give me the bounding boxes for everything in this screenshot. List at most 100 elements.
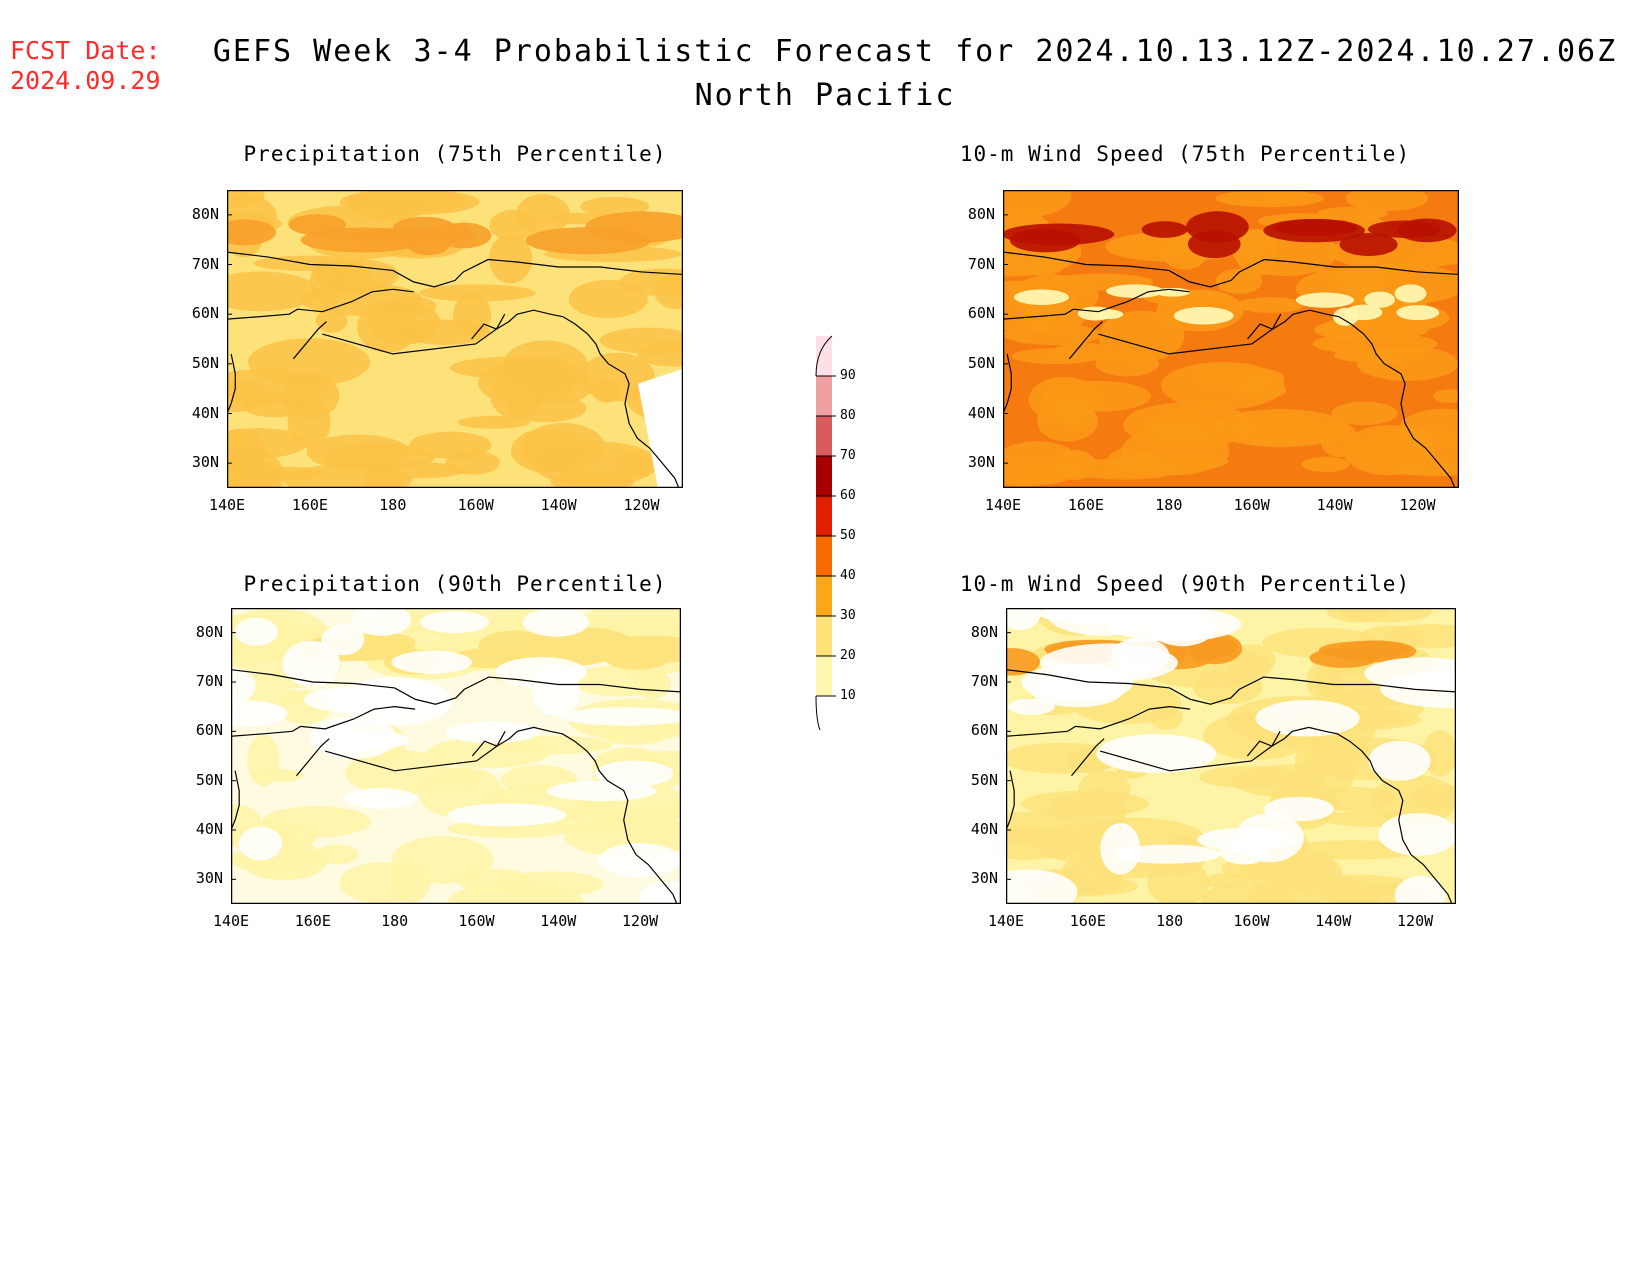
lon-tick-label: 180 bbox=[1155, 496, 1183, 514]
lat-tick-label: 50N bbox=[191, 353, 219, 372]
legend-label: 90 bbox=[840, 368, 856, 383]
lat-tick-label: 50N bbox=[970, 770, 998, 789]
contour-patch bbox=[446, 882, 585, 904]
contour-patch bbox=[1342, 259, 1386, 298]
lon-tick-label: 160E bbox=[1067, 496, 1104, 514]
contour-patch-low bbox=[594, 760, 674, 787]
contour-patch-low bbox=[1173, 306, 1234, 325]
lat-tick-label: 40N bbox=[195, 820, 223, 838]
lat-tick-label: 40N bbox=[970, 820, 998, 838]
contour-patch-high bbox=[1009, 228, 1081, 253]
contour-patch-low bbox=[1114, 844, 1221, 864]
contour-patch-low bbox=[1396, 305, 1440, 321]
coastline bbox=[471, 313, 506, 340]
legend-swatch bbox=[816, 616, 832, 656]
legend-swatch bbox=[816, 416, 832, 456]
contour-patch-low bbox=[344, 788, 418, 810]
coastline bbox=[1003, 353, 1012, 414]
coastline bbox=[1070, 738, 1105, 777]
coastline bbox=[1068, 321, 1103, 360]
contour-patch bbox=[357, 301, 418, 353]
contour-patch bbox=[1003, 323, 1102, 346]
contour-patch-low bbox=[1344, 304, 1383, 321]
map-panel-wind-90 bbox=[1006, 608, 1456, 904]
legend-label: 80 bbox=[840, 408, 856, 423]
legend-swatch bbox=[816, 496, 832, 536]
contour-patch bbox=[322, 443, 435, 471]
lat-tick-label: 70N bbox=[195, 672, 223, 690]
lat-tick-label: 50N bbox=[195, 770, 223, 789]
contour-patch-low bbox=[1106, 284, 1164, 298]
contour-patch-low bbox=[1030, 673, 1124, 708]
contour-patch bbox=[1331, 401, 1398, 426]
coastline bbox=[322, 309, 680, 488]
map-panel-precip-75 bbox=[227, 190, 683, 488]
contour-patch bbox=[1043, 380, 1151, 412]
contour-patch bbox=[1215, 190, 1324, 208]
lat-tick-label: 70N bbox=[967, 254, 995, 273]
lon-tick-label: 160W bbox=[457, 496, 494, 514]
lon-tick-label: 140W bbox=[540, 912, 577, 930]
contour-patch bbox=[1098, 310, 1185, 362]
contour-patch bbox=[227, 428, 308, 458]
contour-patch-low bbox=[1036, 608, 1147, 623]
lat-tick-label: 60N bbox=[970, 721, 998, 740]
contour-patch-low bbox=[1295, 292, 1355, 308]
contour-patch bbox=[1314, 318, 1429, 342]
panel-title-precip-90: Precipitation (90th Percentile) bbox=[243, 572, 667, 596]
contour-patch-low bbox=[1234, 813, 1304, 863]
contour-patch-low bbox=[598, 843, 681, 878]
coastline bbox=[227, 353, 236, 414]
contour-patch-high bbox=[525, 227, 651, 255]
lat-tick-label: 80N bbox=[191, 204, 219, 223]
coastline bbox=[471, 731, 506, 757]
contour-patch-high bbox=[1339, 232, 1398, 257]
lat-tick-label: 70N bbox=[191, 254, 219, 273]
map-frame bbox=[231, 608, 681, 904]
contour-patch bbox=[1233, 414, 1319, 445]
legend-label: 70 bbox=[840, 448, 856, 463]
legend-label: 40 bbox=[840, 568, 856, 583]
contour-patch-low bbox=[522, 608, 590, 637]
contour-patch-low bbox=[282, 640, 341, 687]
coastline bbox=[227, 288, 414, 320]
contour-patch bbox=[653, 272, 683, 310]
lat-tick-label: 80N bbox=[195, 622, 223, 641]
lat-tick-label: 40N bbox=[191, 403, 219, 422]
coastline bbox=[1006, 669, 1456, 705]
map-panel-precip-90 bbox=[231, 608, 681, 904]
contour-patch bbox=[537, 369, 592, 403]
fcst-label-text: FCST Date: bbox=[10, 36, 161, 65]
contour-patch bbox=[391, 835, 494, 884]
contour-patch-high bbox=[1006, 648, 1040, 676]
map-frame bbox=[227, 190, 683, 488]
lon-tick-label: 160E bbox=[1069, 912, 1106, 930]
contour-patch-high bbox=[552, 639, 676, 659]
contour-patch bbox=[1338, 608, 1433, 623]
panel-title-wind-90: 10-m Wind Speed (90th Percentile) bbox=[959, 572, 1411, 596]
lon-tick-label: 160W bbox=[1233, 912, 1270, 930]
contour-patch bbox=[629, 804, 681, 818]
contour-patch bbox=[1422, 730, 1456, 777]
lon-tick-label: 180 bbox=[1156, 912, 1184, 930]
lon-tick-label: 140W bbox=[1315, 912, 1352, 930]
contour-patch-low bbox=[391, 650, 472, 674]
contour-patch-low bbox=[234, 617, 278, 646]
contour-patch-low bbox=[1394, 284, 1427, 303]
contour-patch-low bbox=[1096, 734, 1217, 774]
map-frame bbox=[1003, 190, 1459, 488]
region-subtitle: North Pacific bbox=[694, 78, 956, 113]
contour-patch bbox=[1123, 402, 1253, 449]
contour-patch bbox=[1003, 461, 1075, 487]
contour-patch bbox=[449, 767, 483, 791]
legend-label: 60 bbox=[840, 488, 856, 503]
contour-patch bbox=[1384, 624, 1456, 649]
contour-patch bbox=[1021, 790, 1149, 817]
contour-patch bbox=[1324, 743, 1360, 781]
contour-patch-low bbox=[317, 730, 410, 751]
contour-patch-low bbox=[1378, 813, 1456, 856]
lat-tick-label: 30N bbox=[970, 869, 998, 888]
contour-patch-low bbox=[495, 657, 587, 688]
contour-patch bbox=[457, 415, 531, 429]
contour-patch-low bbox=[419, 610, 490, 634]
